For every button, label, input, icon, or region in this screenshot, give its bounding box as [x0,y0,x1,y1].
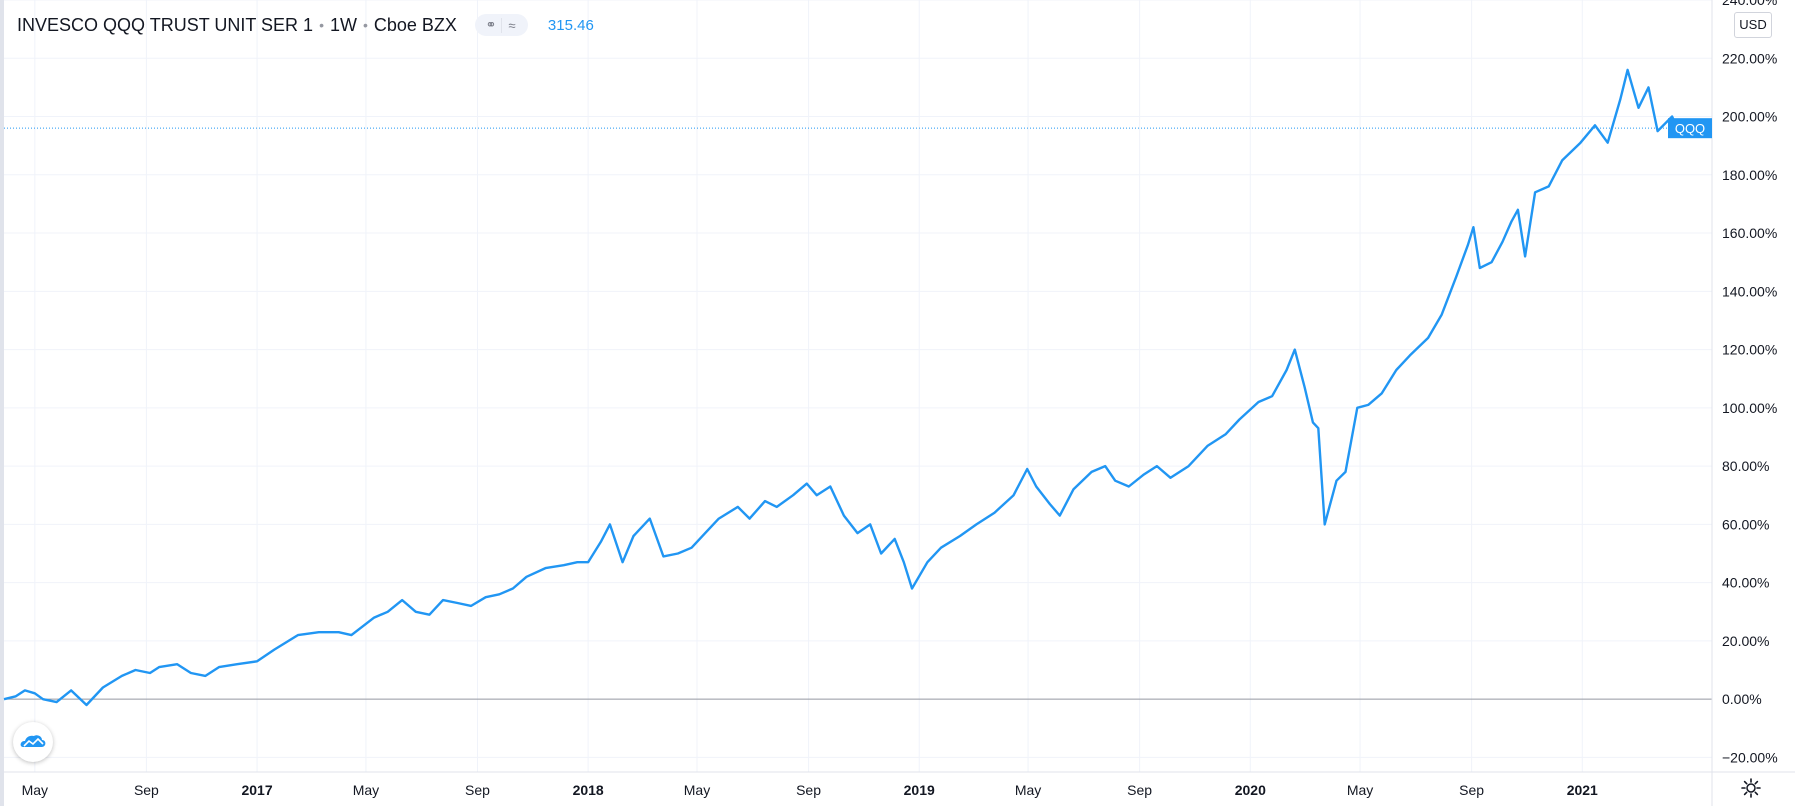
separator-dot: • [319,17,324,33]
symbol-title[interactable]: INVESCO QQQ TRUST UNIT SER 1 [17,14,314,35]
x-tick-label: 2017 [241,782,272,798]
series-layer [3,68,1679,707]
last-value: 315.46 [547,16,594,34]
x-tick-label: 2021 [1567,782,1598,798]
x-tick-label: May [1015,782,1041,798]
x-tick-label: Sep [134,782,159,798]
y-tick-label: −20.00% [1722,749,1778,765]
link-icon[interactable]: ⚭ [485,17,497,32]
chart-header: INVESCO QQQ TRUST UNIT SER 1 • 1W • Cboe… [17,12,594,38]
x-tick-label: Sep [1127,782,1152,798]
grid-lines [4,0,1712,772]
x-tick-label: Sep [1459,782,1484,798]
x-tick-label: May [22,782,48,798]
settings-gear-icon[interactable] [1740,777,1762,799]
y-tick-label: 200.00% [1722,109,1777,125]
x-tick-label: 2018 [573,782,604,798]
y-tick-label: 80.00% [1722,458,1769,474]
y-axis-labels: −20.00% 0.00% 20.00% 40.00% 60.00% 80.00% 100.… [1722,0,1778,765]
y-tick-label: 40.00% [1722,575,1769,591]
x-tick-label: May [684,782,710,798]
price-tag-layer: QQQ [4,118,1712,139]
indicator-toggle-pill[interactable]: ⚭ ≈ [474,14,528,36]
y-tick-label: 160.00% [1722,225,1777,241]
series-tag-label: QQQ [1675,121,1705,136]
tradingview-logo-button[interactable] [13,722,53,762]
x-tick-label: May [353,782,379,798]
y-tick-label: 240.00% [1722,0,1777,8]
y-tick-label: 140.00% [1722,283,1777,299]
series-tag-bg [1668,118,1712,139]
currency-button[interactable]: USD [1734,12,1772,38]
series-line-qqq [3,68,1679,707]
x-axis-labels: May Sep 2017 May Sep 2018 May Sep 2019 May Sep 2020… [22,782,1598,798]
left-edge-strip [0,0,4,806]
approx-icon[interactable]: ≈ [500,17,522,33]
y-tick-label: 100.00% [1722,400,1777,416]
y-tick-label: 180.00% [1722,167,1777,183]
y-tick-label: 220.00% [1722,50,1777,66]
y-tick-label: 120.00% [1722,342,1777,358]
cloud-logo-icon [20,735,46,747]
y-tick-label: 0.00% [1722,691,1762,707]
x-tick-label: 2020 [1235,782,1266,798]
x-tick-label: May [1347,782,1373,798]
exchange-label: Cboe BZX [373,14,457,35]
x-tick-label: Sep [465,782,490,798]
x-tick-label: Sep [796,782,821,798]
y-tick-label: 20.00% [1722,633,1769,649]
separator-dot: • [362,17,368,33]
interval-label[interactable]: 1W [329,14,357,35]
y-tick-label: 60.00% [1722,516,1769,532]
x-tick-label: 2019 [904,782,935,798]
